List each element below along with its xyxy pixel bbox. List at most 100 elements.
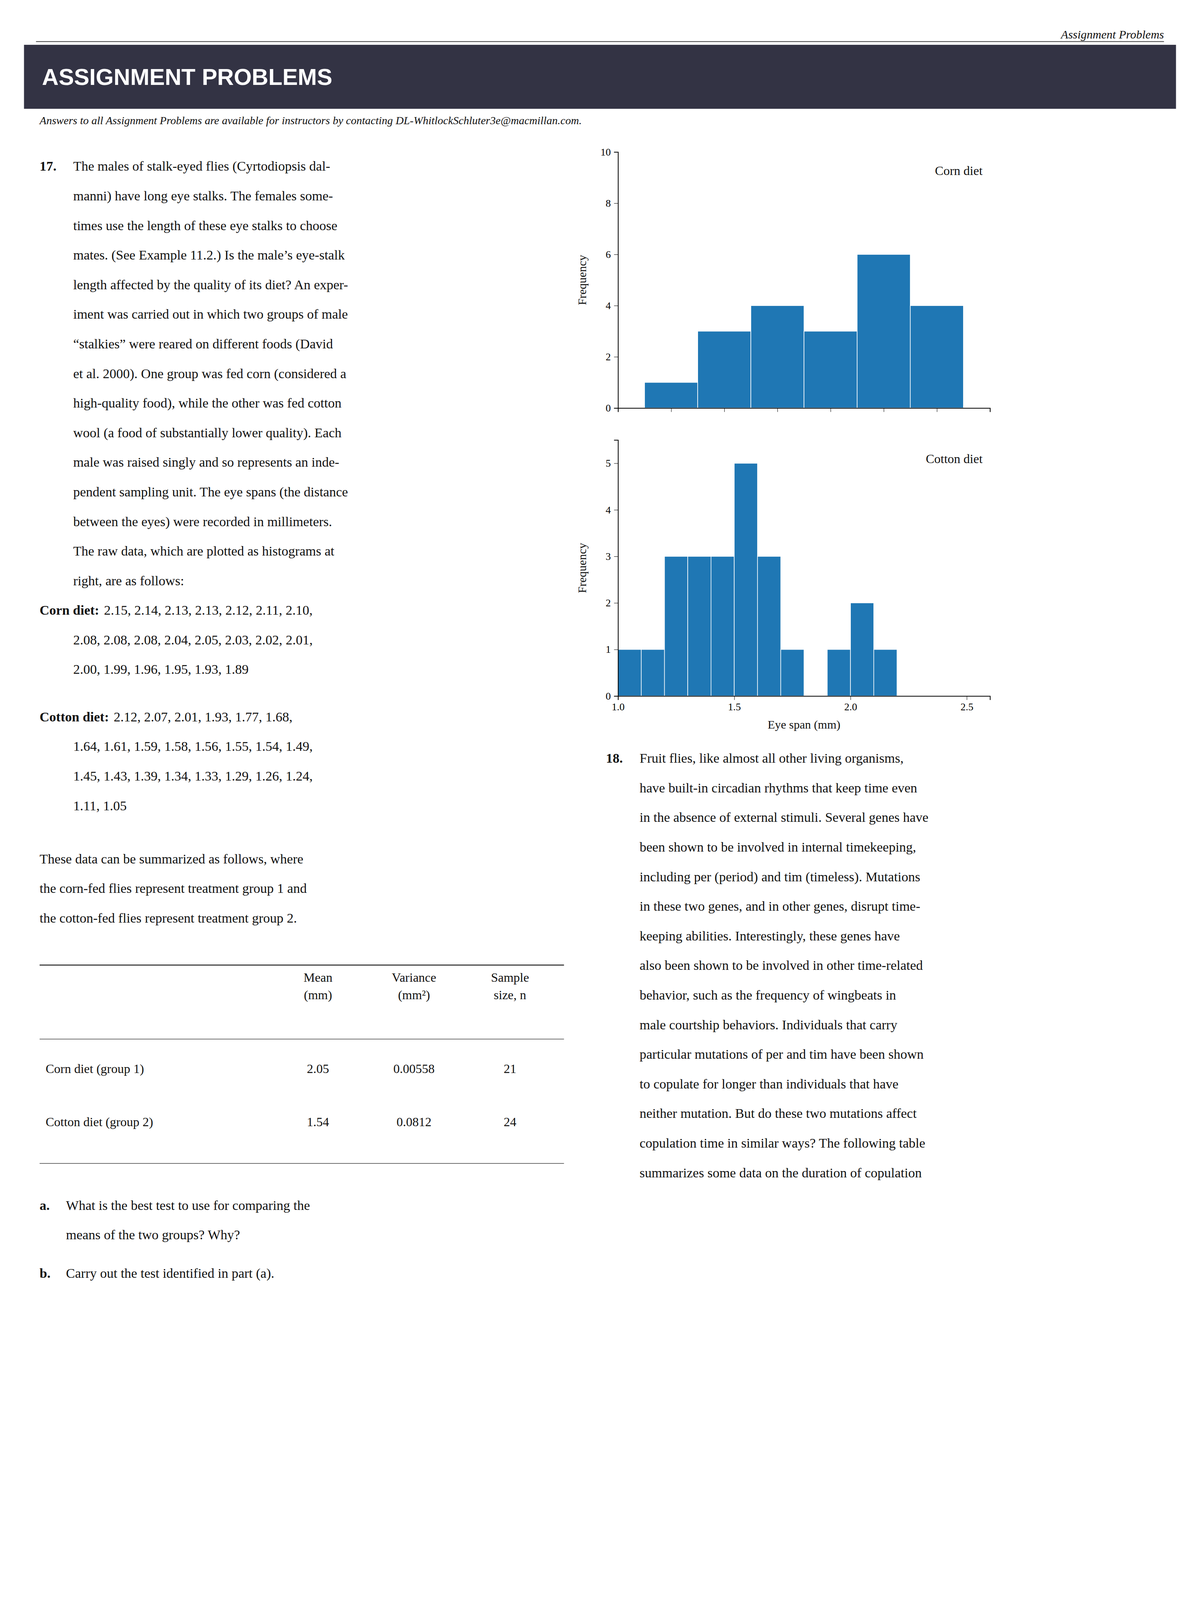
y-tick-mark <box>613 602 618 604</box>
table-cell: Corn diet (group 1) <box>45 1061 145 1076</box>
y-tick-label: 3 <box>605 550 611 563</box>
x-tick-mark <box>850 696 851 700</box>
x-tick <box>936 407 938 412</box>
table-header: Mean <box>303 970 333 985</box>
data-list-text: 2.12, 2.07, 2.01, 1.93, 1.77, 1.68, <box>113 709 293 725</box>
question-text: What is the best test to use for compari… <box>65 1198 310 1213</box>
problem-text: behavior, such as the frequency of wingb… <box>639 987 897 1003</box>
table-header: Variance <box>391 970 437 985</box>
table-header: Sample <box>490 970 529 985</box>
problem-text: neither mutation. But do these two mutat… <box>639 1105 918 1121</box>
table-header: size, n <box>493 987 527 1002</box>
y-axis-title: Frequency <box>575 542 589 594</box>
x-tick: 2.5 <box>960 696 974 713</box>
x-tick <box>830 407 831 412</box>
problem-text: summarizes some data on the duration of … <box>639 1165 922 1181</box>
y-tick: 10 <box>600 146 618 158</box>
problem-text: in these two genes, and in other genes, … <box>639 898 921 914</box>
summary-text: the cotton-fed flies represent treatment… <box>39 910 298 926</box>
bars <box>617 463 897 696</box>
header-text: ASSIGNMENT PROBLEMS <box>42 63 333 90</box>
question-text: means of the two groups? Why? <box>65 1227 240 1243</box>
x-tick <box>990 407 991 412</box>
histogram-bar <box>857 254 911 408</box>
histogram-bar <box>780 649 804 697</box>
y-tick-mark <box>613 151 618 153</box>
problem-text: have built-in circadian rhythms that kee… <box>639 780 918 796</box>
chart-title: Cotton diet <box>925 451 983 466</box>
problem-text: also been shown to be involved in other … <box>639 957 924 973</box>
histogram-bar <box>644 382 698 409</box>
x-tick-mark <box>671 407 672 412</box>
y-tick-label: 4 <box>605 504 611 516</box>
x-axis-line <box>618 696 991 700</box>
problem-text: times use the length of these eye stalks… <box>73 218 338 233</box>
y-axis-title: Frequency <box>575 254 589 306</box>
x-tick-label: 2.5 <box>960 701 974 713</box>
problem-number: 17. <box>39 158 57 174</box>
problem-text: The males of stalk-eyed flies (Cyrtodiop… <box>73 158 331 174</box>
subtitle: Answers to all Assignment Problems are a… <box>38 114 582 127</box>
histogram-bar <box>827 649 851 697</box>
problem-text: male courtship behaviors. Individuals th… <box>639 1017 898 1033</box>
histogram-bar <box>617 649 642 697</box>
y-tick-label: 2 <box>605 597 611 609</box>
y-tick: 2 <box>605 597 618 609</box>
y-tick-mark <box>613 556 618 557</box>
y-tick-label: 5 <box>605 457 611 470</box>
x-tick-mark <box>724 407 725 412</box>
y-tick-mark <box>613 696 618 697</box>
y-tick: 3 <box>605 550 618 563</box>
problem-text: including per (period) and tim (timeless… <box>639 869 921 885</box>
table-cell: 0.00558 <box>393 1061 435 1076</box>
question-label: a. <box>39 1198 50 1213</box>
problem-text: pendent sampling unit. The eye spans (th… <box>73 484 348 500</box>
y-tick: 0 <box>605 690 618 702</box>
histogram-bar <box>757 556 781 697</box>
x-tick-mark <box>936 407 938 412</box>
y-tick: 4 <box>605 300 618 312</box>
histogram: 1.01.52.02.5012345Cotton dietFrequencyEy… <box>575 440 991 732</box>
y-axis-line <box>613 152 619 409</box>
y-tick-label: 1 <box>605 643 611 656</box>
problem-number: 18. <box>605 750 624 766</box>
problem-text: et al. 2000). One group was fed corn (co… <box>73 366 347 382</box>
y-tick-mark <box>613 407 618 409</box>
histogram-bar <box>850 602 874 697</box>
y-tick: 0 <box>605 402 618 414</box>
problem-text: length affected by the quality of its di… <box>73 277 349 293</box>
data-list-label: Corn diet: <box>39 602 100 618</box>
problem-text: right, are as follows: <box>73 573 185 589</box>
x-tick-label: 2.0 <box>844 701 858 713</box>
y-tick-mark <box>613 649 618 650</box>
header-rule <box>36 41 1165 43</box>
x-axis <box>618 407 991 412</box>
chart-title: Corn diet <box>934 163 983 178</box>
y-tick-mark <box>613 509 618 511</box>
x-tick-mark <box>966 696 968 700</box>
y-tick-label: 4 <box>605 300 611 312</box>
page-header: Assignment Problems <box>1060 27 1165 41</box>
x-axis-title: Eye span (mm) <box>767 717 841 732</box>
x-tick <box>671 407 672 412</box>
x-tick: 2.0 <box>844 696 858 713</box>
y-tick: 8 <box>605 197 618 210</box>
y-tick: 1 <box>605 643 618 656</box>
histogram-bar <box>697 331 751 409</box>
x-axis-line <box>618 408 991 413</box>
data-list-text: 1.45, 1.43, 1.39, 1.34, 1.33, 1.29, 1.26… <box>73 768 313 784</box>
y-tick-label: 6 <box>605 248 611 261</box>
data-list-text: 2.08, 2.08, 2.08, 2.04, 2.05, 2.03, 2.02… <box>73 632 313 648</box>
x-tick <box>777 407 778 412</box>
problem-text: between the eyes) were recorded in milli… <box>73 514 332 530</box>
page-text: Assignment Problems ASSIGNMENT PROBLEMS An… <box>23 27 1176 1282</box>
histogram-bar <box>910 305 964 408</box>
y-tick: 6 <box>605 248 618 261</box>
y-tick-mark <box>613 463 618 464</box>
problem-text: “stalkies” were reared on different food… <box>73 336 333 352</box>
problem-text: wool (a food of substantially lower qual… <box>73 425 342 441</box>
problem-text: manni) have long eye stalks. The females… <box>73 188 333 204</box>
histogram-bar <box>641 649 665 697</box>
y-tick: 5 <box>605 457 618 470</box>
data-list-label: Cotton diet: <box>39 709 110 725</box>
